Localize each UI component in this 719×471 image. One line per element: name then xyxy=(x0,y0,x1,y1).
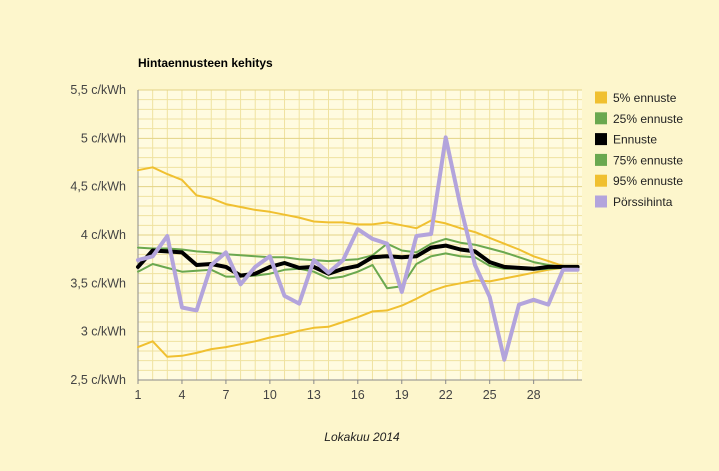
y-tick-labels: 2,5 c/kWh 3 c/kWh 3,5 c/kWh 4 c/kWh 4,5 c/kW… xyxy=(70,83,126,387)
y-tick-label: 4 c/kWh xyxy=(81,228,126,242)
x-tick-label: 10 xyxy=(263,388,277,402)
series-line-p-rssihinta xyxy=(136,135,580,362)
y-tick-label: 5,5 c/kWh xyxy=(70,83,126,97)
x-tick-label: 13 xyxy=(307,388,321,402)
legend-swatch xyxy=(595,174,607,187)
y-tick-label: 3 c/kWh xyxy=(81,325,126,339)
x-tick-label: 16 xyxy=(351,388,365,402)
x-axis-label: Lokakuu 2014 xyxy=(324,430,400,444)
legend-label: 75% ennuste xyxy=(613,153,683,167)
x-tick-label: 7 xyxy=(222,388,229,402)
legend-swatch xyxy=(595,91,607,104)
x-tick-label: 1 xyxy=(135,388,142,402)
legend-swatch xyxy=(595,153,607,166)
x-tick-label: 28 xyxy=(527,388,541,402)
x-tick-label: 4 xyxy=(178,388,185,402)
legend-swatch xyxy=(595,133,607,146)
legend-label: Pörssihinta xyxy=(613,195,673,209)
series-line-5-ennuste xyxy=(137,266,579,358)
axes xyxy=(137,90,582,381)
y-tick-label: 2,5 c/kWh xyxy=(70,373,126,387)
y-tick-label: 4,5 c/kWh xyxy=(70,180,126,194)
series-line-75-ennuste xyxy=(137,237,579,268)
y-tick-label: 3,5 c/kWh xyxy=(70,276,126,290)
legend-swatch xyxy=(595,195,607,208)
legend-label: 25% ennuste xyxy=(613,112,683,126)
chart-title: Hintaennusteen kehitys xyxy=(138,56,273,70)
series-lines xyxy=(136,135,580,362)
y-tick-label: 5 c/kWh xyxy=(81,131,126,145)
legend: 5% ennuste 25% ennuste Ennuste 75% ennuste 9… xyxy=(595,91,683,209)
legend-label: 5% ennuste xyxy=(613,91,677,105)
legend-label: 95% ennuste xyxy=(613,174,683,188)
x-tick-labels: 1 4 7 10 13 16 19 22 25 28 xyxy=(135,380,541,402)
x-tick-label: 19 xyxy=(395,388,409,402)
series-line-95-ennuste xyxy=(137,166,579,268)
x-tick-label: 22 xyxy=(439,388,453,402)
x-tick-label: 25 xyxy=(483,388,497,402)
legend-swatch xyxy=(595,112,607,125)
legend-label: Ennuste xyxy=(613,133,657,147)
